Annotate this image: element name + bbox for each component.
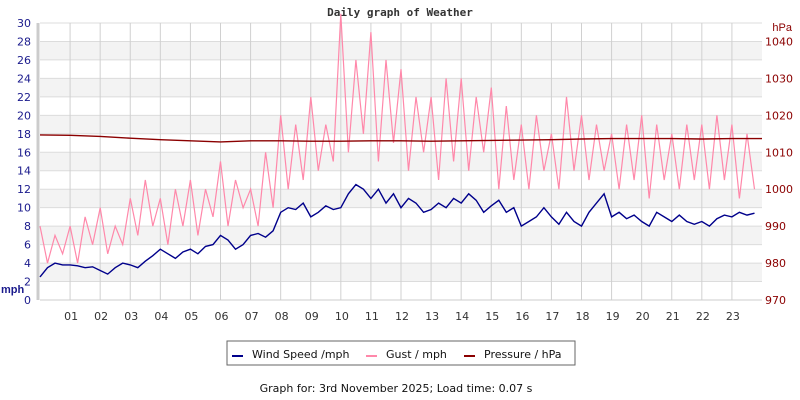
legend-pressure: Pressure / hPa — [484, 348, 562, 361]
series-gust-line — [39, 13, 756, 264]
x-tick: 15 — [485, 310, 499, 323]
y-tick-left: 24 — [17, 72, 31, 85]
x-tick: 17 — [545, 310, 559, 323]
x-tick: 10 — [335, 310, 349, 323]
x-tick: 01 — [64, 310, 78, 323]
chart-title: Daily graph of Weather — [327, 6, 473, 19]
y-tick-left: 4 — [24, 257, 31, 270]
y-tick-left: 2 — [24, 276, 31, 289]
y-tick-right: 1030 — [765, 72, 793, 85]
y-tick-left: 10 — [17, 202, 31, 215]
y-tick-right: 980 — [765, 257, 786, 270]
x-tick: 08 — [275, 310, 289, 323]
y-tick-right: 990 — [765, 220, 786, 233]
x-tick: 20 — [636, 310, 650, 323]
series-pressure-line — [39, 134, 762, 143]
x-tick: 21 — [666, 310, 680, 323]
y-tick-right: 1040 — [765, 35, 793, 48]
x-tick: 09 — [305, 310, 319, 323]
x-tick: 19 — [606, 310, 620, 323]
x-tick: 11 — [365, 310, 379, 323]
y-tick-left: 8 — [24, 220, 31, 233]
y-tick-left: 28 — [17, 35, 31, 48]
y-tick-left: 30 — [17, 17, 31, 30]
x-tick: 05 — [184, 310, 198, 323]
x-tick: 23 — [726, 310, 740, 323]
y-tick-left: 6 — [24, 239, 31, 252]
series-wind-speed-line — [39, 183, 755, 278]
x-tick: 02 — [94, 310, 108, 323]
legend-gust: Gust / mph — [386, 348, 447, 361]
y-tick-left: 22 — [17, 91, 31, 104]
x-tick: 22 — [696, 310, 710, 323]
y-tick-left: 14 — [17, 165, 31, 178]
y-tick-left: 12 — [17, 183, 31, 196]
y-tick-left: 16 — [17, 146, 31, 159]
y-tick-right: 1010 — [765, 146, 793, 159]
legend: Wind Speed /mph Gust / mph Pressure / hP… — [226, 340, 576, 366]
y-tick-left: 26 — [17, 54, 31, 67]
x-tick: 18 — [576, 310, 590, 323]
y-tick-right: 970 — [765, 294, 786, 307]
y-tick-left: 0 — [24, 294, 31, 307]
y-tick-right: 1020 — [765, 109, 793, 122]
y-tick-left: 18 — [17, 128, 31, 141]
x-tick: 12 — [395, 310, 409, 323]
x-tick: 14 — [455, 310, 469, 323]
y-tick-right: 1000 — [765, 183, 793, 196]
footer-text: Graph for: 3rd November 2025; Load time:… — [260, 382, 533, 395]
x-tick: 16 — [515, 310, 529, 323]
x-tick: 13 — [425, 310, 439, 323]
right-axis-label: hPa — [772, 22, 792, 34]
y-tick-left: 20 — [17, 109, 31, 122]
legend-wind: Wind Speed /mph — [252, 348, 350, 361]
x-tick: 07 — [245, 310, 259, 323]
x-tick: 04 — [154, 310, 168, 323]
left-axis-label: mph — [1, 284, 25, 296]
x-tick: 06 — [215, 310, 229, 323]
x-tick: 03 — [124, 310, 138, 323]
